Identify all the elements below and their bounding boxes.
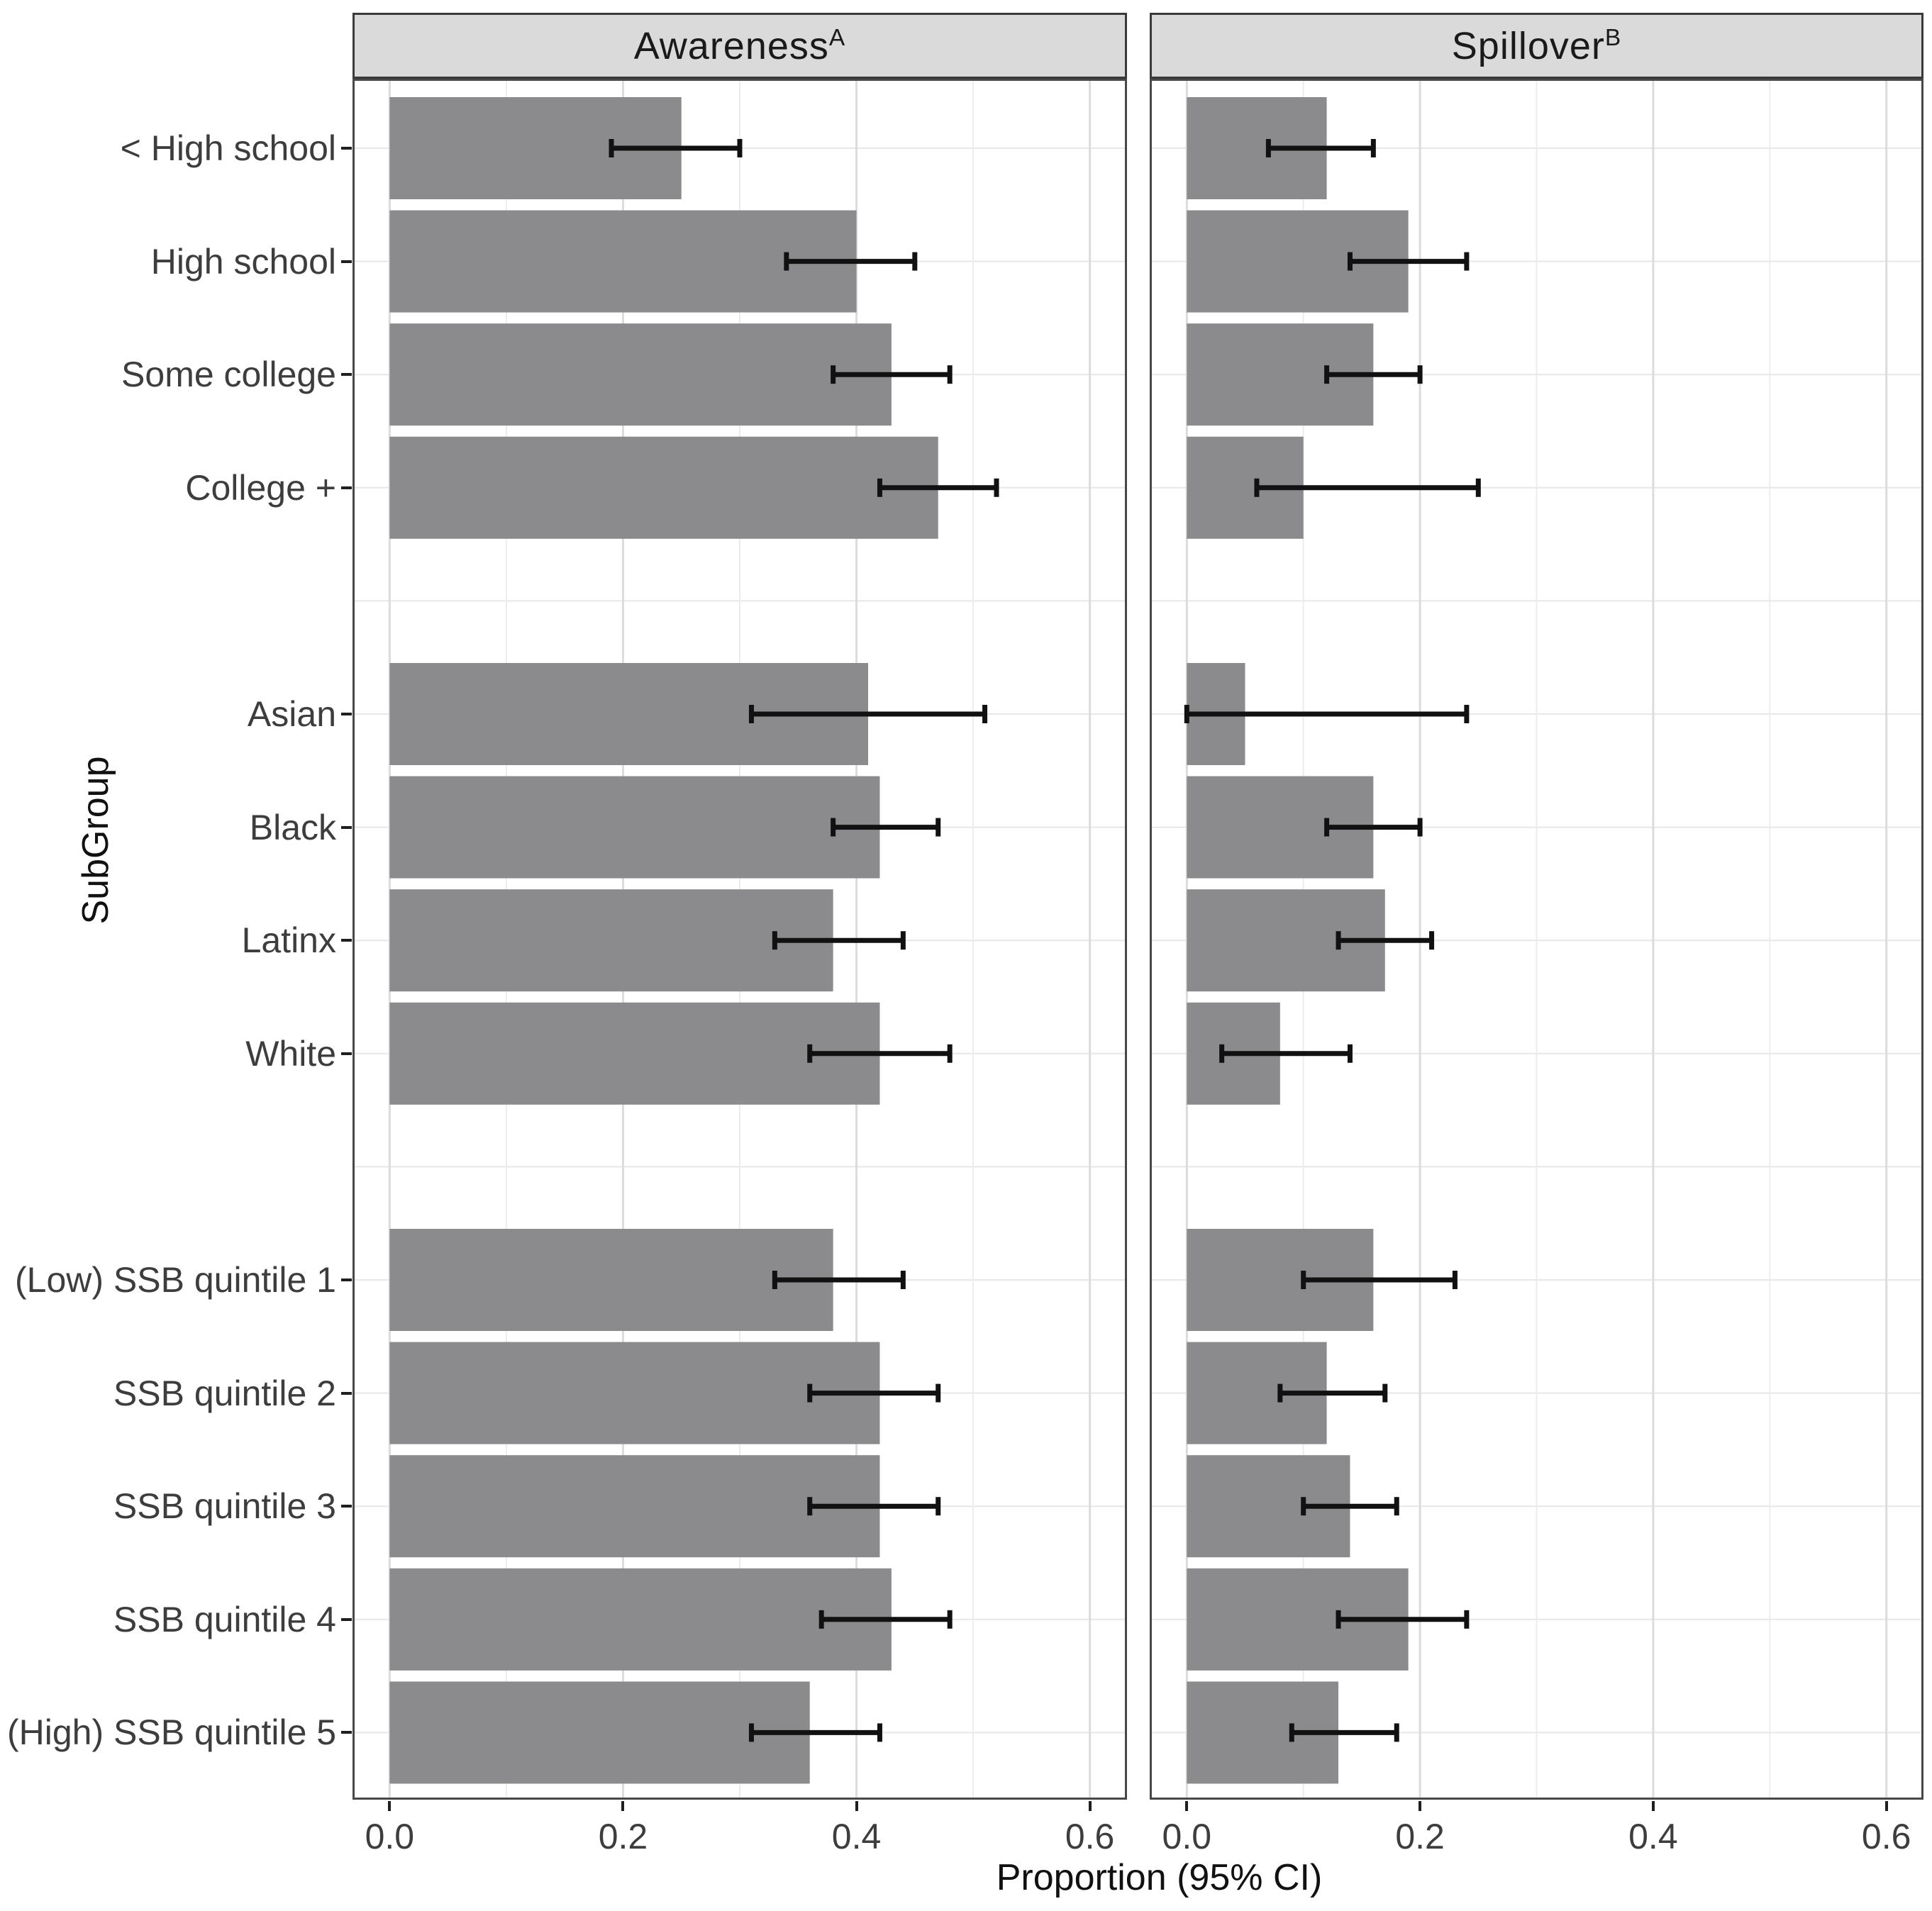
x-axis-tick-label: 0.0 bbox=[365, 1817, 415, 1856]
y-axis-tick bbox=[341, 825, 352, 829]
y-axis-category-label: Black bbox=[249, 807, 336, 847]
y-axis-category-label: SSB quintile 3 bbox=[113, 1486, 336, 1527]
x-axis-tick-label: 0.4 bbox=[831, 1817, 882, 1856]
y-axis-category-label: Asian bbox=[247, 694, 336, 734]
y-axis-category-label: Latinx bbox=[241, 920, 336, 961]
facet-superscript-b: B bbox=[1604, 24, 1622, 51]
y-axis-tick bbox=[341, 1617, 352, 1621]
y-axis-tick bbox=[341, 486, 352, 489]
y-axis-category-label: < High school bbox=[120, 128, 336, 168]
x-axis-tick-label: 0.0 bbox=[1162, 1817, 1212, 1856]
y-axis-category-label: Some college bbox=[121, 355, 336, 395]
x-axis-tick bbox=[621, 1801, 625, 1811]
bar-awareness-12 bbox=[389, 1681, 810, 1784]
y-axis-category-label: (High) SSB quintile 5 bbox=[7, 1712, 337, 1753]
x-axis-tick-label: 0.2 bbox=[1395, 1817, 1445, 1856]
y-axis-tick bbox=[341, 1505, 352, 1508]
x-axis-tick bbox=[855, 1801, 858, 1811]
bar-awareness-7 bbox=[389, 1002, 880, 1105]
bar-awareness-11 bbox=[389, 1568, 892, 1671]
y-axis-category-label: SSB quintile 4 bbox=[113, 1599, 336, 1639]
x-axis-tick bbox=[1185, 1801, 1189, 1811]
y-axis-tick bbox=[341, 713, 352, 715]
x-axis-tick bbox=[1088, 1801, 1092, 1811]
x-axis-tick-label: 0.6 bbox=[1861, 1817, 1911, 1856]
y-axis-category-label: (Low) SSB quintile 1 bbox=[14, 1260, 336, 1300]
y-axis-category-label: College + bbox=[185, 467, 336, 508]
x-axis-title: Proportion (95% CI) bbox=[996, 1857, 1323, 1898]
y-axis-category-label: SSB quintile 2 bbox=[113, 1373, 336, 1413]
facet-label-awareness: AwarenessA bbox=[633, 24, 846, 67]
x-axis-tick-label: 0.2 bbox=[598, 1817, 648, 1856]
y-axis-category-label: High school bbox=[150, 241, 336, 282]
panel-plot-area bbox=[355, 81, 1125, 1798]
facet-header-spillover: SpilloverB bbox=[1150, 13, 1923, 79]
bar-awareness-8 bbox=[389, 1229, 833, 1331]
y-axis-tick bbox=[341, 373, 352, 377]
y-axis-tick bbox=[341, 260, 352, 263]
y-axis-tick bbox=[341, 1052, 352, 1055]
x-axis-tick bbox=[1884, 1801, 1888, 1811]
y-axis-category-label: White bbox=[245, 1033, 336, 1074]
panel-spillover bbox=[1150, 79, 1923, 1800]
bar-awareness-2 bbox=[389, 323, 892, 426]
bar-awareness-5 bbox=[389, 776, 880, 879]
bar-awareness-1 bbox=[389, 210, 857, 313]
facet-header-awareness: AwarenessA bbox=[352, 13, 1127, 79]
x-axis-tick bbox=[1651, 1801, 1655, 1811]
bar-awareness-10 bbox=[389, 1455, 880, 1558]
panel-awareness bbox=[352, 79, 1127, 1800]
y-axis-tick bbox=[341, 1278, 352, 1281]
facet-label-spillover: SpilloverB bbox=[1451, 24, 1622, 67]
bar-awareness-9 bbox=[389, 1342, 880, 1444]
bar-awareness-6 bbox=[389, 889, 833, 992]
x-axis-tick-label: 0.4 bbox=[1628, 1817, 1678, 1856]
facet-superscript-a: A bbox=[828, 24, 846, 51]
bar-awareness-3 bbox=[389, 436, 938, 539]
x-axis-tick bbox=[1419, 1801, 1422, 1811]
x-axis-tick bbox=[388, 1801, 392, 1811]
y-axis-tick bbox=[341, 1731, 352, 1734]
y-axis-tick bbox=[341, 1391, 352, 1395]
x-axis-tick-label: 0.6 bbox=[1065, 1817, 1115, 1856]
panel-plot-area bbox=[1152, 81, 1921, 1798]
y-axis-tick bbox=[341, 939, 352, 942]
y-axis-tick bbox=[341, 147, 352, 150]
